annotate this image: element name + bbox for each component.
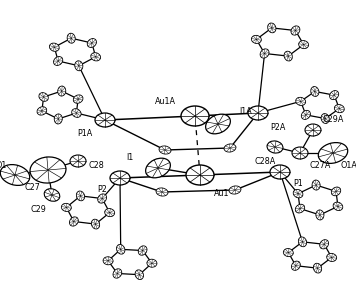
Ellipse shape [156, 188, 168, 196]
Text: P2A: P2A [270, 123, 286, 131]
Ellipse shape [138, 246, 147, 255]
Text: C27: C27 [24, 184, 40, 192]
Text: C28: C28 [88, 162, 104, 171]
Ellipse shape [76, 191, 85, 201]
Ellipse shape [293, 190, 303, 198]
Ellipse shape [49, 43, 59, 51]
Ellipse shape [110, 171, 130, 185]
Ellipse shape [61, 203, 71, 212]
Ellipse shape [73, 95, 83, 103]
Ellipse shape [301, 110, 310, 119]
Text: C29: C29 [30, 205, 46, 214]
Ellipse shape [146, 158, 171, 178]
Ellipse shape [311, 86, 319, 97]
Ellipse shape [327, 253, 337, 262]
Ellipse shape [75, 61, 83, 71]
Ellipse shape [181, 106, 209, 126]
Ellipse shape [67, 33, 75, 43]
Ellipse shape [251, 35, 261, 43]
Ellipse shape [292, 147, 308, 159]
Ellipse shape [224, 144, 236, 152]
Ellipse shape [298, 237, 307, 247]
Ellipse shape [91, 219, 100, 229]
Text: O1: O1 [0, 160, 7, 170]
Ellipse shape [70, 155, 86, 167]
Ellipse shape [331, 187, 341, 196]
Ellipse shape [284, 51, 292, 61]
Ellipse shape [159, 146, 171, 154]
Ellipse shape [135, 270, 143, 279]
Ellipse shape [313, 263, 322, 273]
Ellipse shape [54, 114, 62, 124]
Ellipse shape [186, 165, 214, 185]
Ellipse shape [260, 49, 269, 58]
Ellipse shape [295, 204, 305, 213]
Text: I1: I1 [126, 153, 134, 162]
Ellipse shape [321, 114, 329, 123]
Text: P1: P1 [293, 179, 303, 188]
Ellipse shape [37, 107, 47, 115]
Ellipse shape [91, 53, 100, 61]
Ellipse shape [95, 113, 115, 127]
Ellipse shape [206, 114, 230, 134]
Text: C29A: C29A [322, 116, 344, 125]
Ellipse shape [39, 92, 48, 101]
Ellipse shape [116, 244, 125, 254]
Ellipse shape [283, 249, 293, 257]
Text: C28A: C28A [255, 157, 276, 166]
Ellipse shape [103, 257, 113, 265]
Ellipse shape [72, 109, 81, 117]
Text: C27A: C27A [309, 160, 331, 170]
Ellipse shape [229, 186, 241, 194]
Ellipse shape [334, 105, 344, 113]
Ellipse shape [330, 90, 339, 100]
Text: Au1: Au1 [214, 188, 230, 197]
Ellipse shape [87, 38, 96, 47]
Ellipse shape [320, 240, 329, 249]
Text: O1A: O1A [341, 160, 356, 170]
Ellipse shape [53, 57, 63, 65]
Ellipse shape [0, 165, 30, 186]
Ellipse shape [292, 261, 300, 270]
Ellipse shape [318, 142, 348, 163]
Ellipse shape [105, 209, 115, 217]
Text: P2: P2 [97, 186, 107, 194]
Ellipse shape [333, 202, 343, 210]
Ellipse shape [299, 40, 309, 49]
Ellipse shape [248, 106, 268, 120]
Text: Au1A: Au1A [155, 97, 176, 107]
Ellipse shape [291, 26, 300, 35]
Ellipse shape [312, 180, 320, 190]
Ellipse shape [267, 141, 283, 153]
Ellipse shape [147, 259, 157, 267]
Ellipse shape [69, 217, 78, 226]
Ellipse shape [268, 23, 276, 33]
Text: I1A: I1A [240, 108, 252, 116]
Ellipse shape [98, 194, 106, 203]
Ellipse shape [113, 269, 122, 278]
Ellipse shape [316, 210, 324, 220]
Ellipse shape [296, 97, 305, 105]
Ellipse shape [58, 86, 66, 96]
Ellipse shape [44, 189, 60, 201]
Ellipse shape [305, 124, 321, 136]
Text: P1A: P1A [77, 129, 93, 138]
Ellipse shape [30, 157, 66, 183]
Ellipse shape [270, 165, 290, 179]
